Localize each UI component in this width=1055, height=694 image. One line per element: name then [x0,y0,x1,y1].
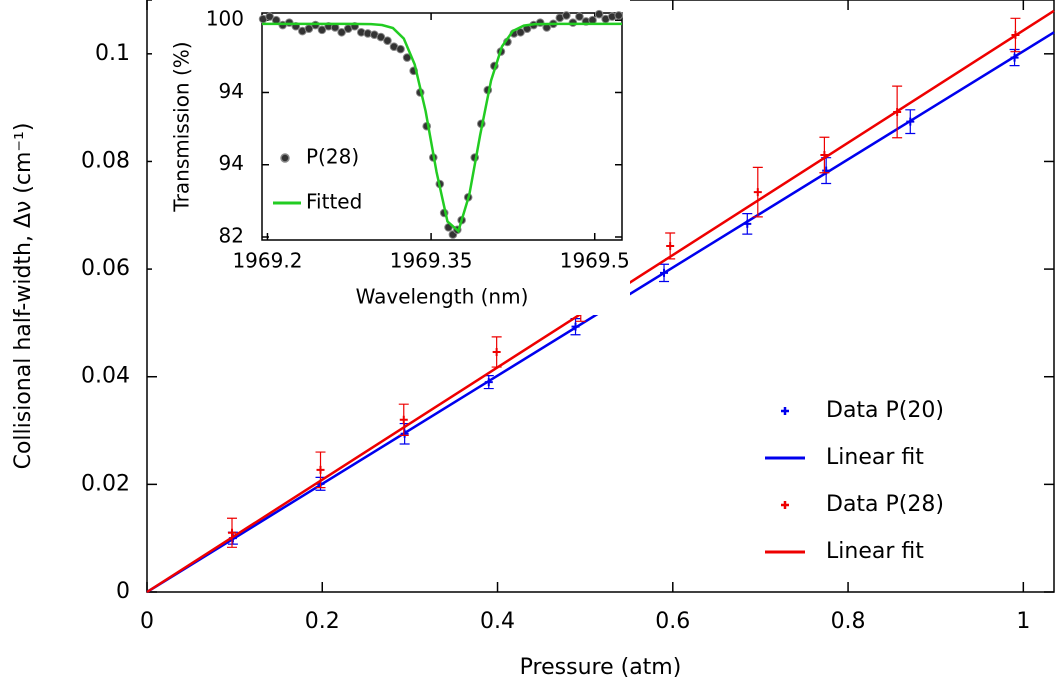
x-tick-label: 0.6 [655,609,690,634]
data-point [337,27,346,37]
x-axis-title: Wavelength (nm) [356,285,529,309]
x-axis-title: Pressure (atm) [520,655,682,680]
x-tick-label: 0.4 [480,609,515,634]
x-tick-label: 0.8 [831,609,866,634]
x-tick-label: 0.2 [305,609,340,634]
data-point [228,528,237,537]
data-point [614,11,624,20]
legend-label: Linear fit [826,539,924,564]
y-tick-label: 94 [219,151,244,175]
legend-swatch [280,153,290,163]
data-point [316,465,325,474]
legend-label: Data P(28) [826,492,944,517]
y-axis-title: Collisional half-width, Δν (cm⁻¹) [11,123,36,470]
legend-label: Data P(20) [826,398,944,423]
y-tick-label: 100 [206,7,244,31]
y-tick-label: 0.04 [81,364,130,389]
data-point [399,415,408,424]
data-point [376,32,386,42]
plot-frame [146,0,1055,593]
data-point [575,12,584,21]
legend-label: Linear fit [826,445,924,470]
legend-label: P(28) [306,145,359,169]
y-tick-label: 0 [116,579,130,604]
legend-swatch [781,501,789,509]
y-tick-label: 82 [219,223,244,247]
y-tick-label: 94 [219,79,244,103]
x-tick-label: 1969.35 [390,249,473,273]
data-point [562,11,571,20]
data-point [383,36,392,45]
fit-line [262,22,622,234]
x-tick-label: 0 [140,609,154,634]
data-point [492,347,501,356]
data-point [594,9,604,19]
data-point [317,25,327,35]
data-point [265,12,274,21]
y-axis-title: Transmission (%) [170,41,194,212]
y-tick-label: 0.08 [81,148,130,173]
y-tick-label: 0.02 [81,471,130,496]
y-tick-label: 0.1 [95,41,130,66]
x-tick-label: 1 [1016,609,1030,634]
legend-swatch [781,407,789,415]
x-tick-label: 1969.2 [232,249,302,273]
data-point [396,44,405,54]
inset-background [152,0,630,315]
data-point [666,241,675,250]
legend-label: Fitted [306,190,362,214]
data-point [753,188,762,197]
plot-frame [261,12,623,241]
x-tick-label: 1969.5 [560,249,630,273]
y-tick-label: 0.06 [81,256,130,281]
